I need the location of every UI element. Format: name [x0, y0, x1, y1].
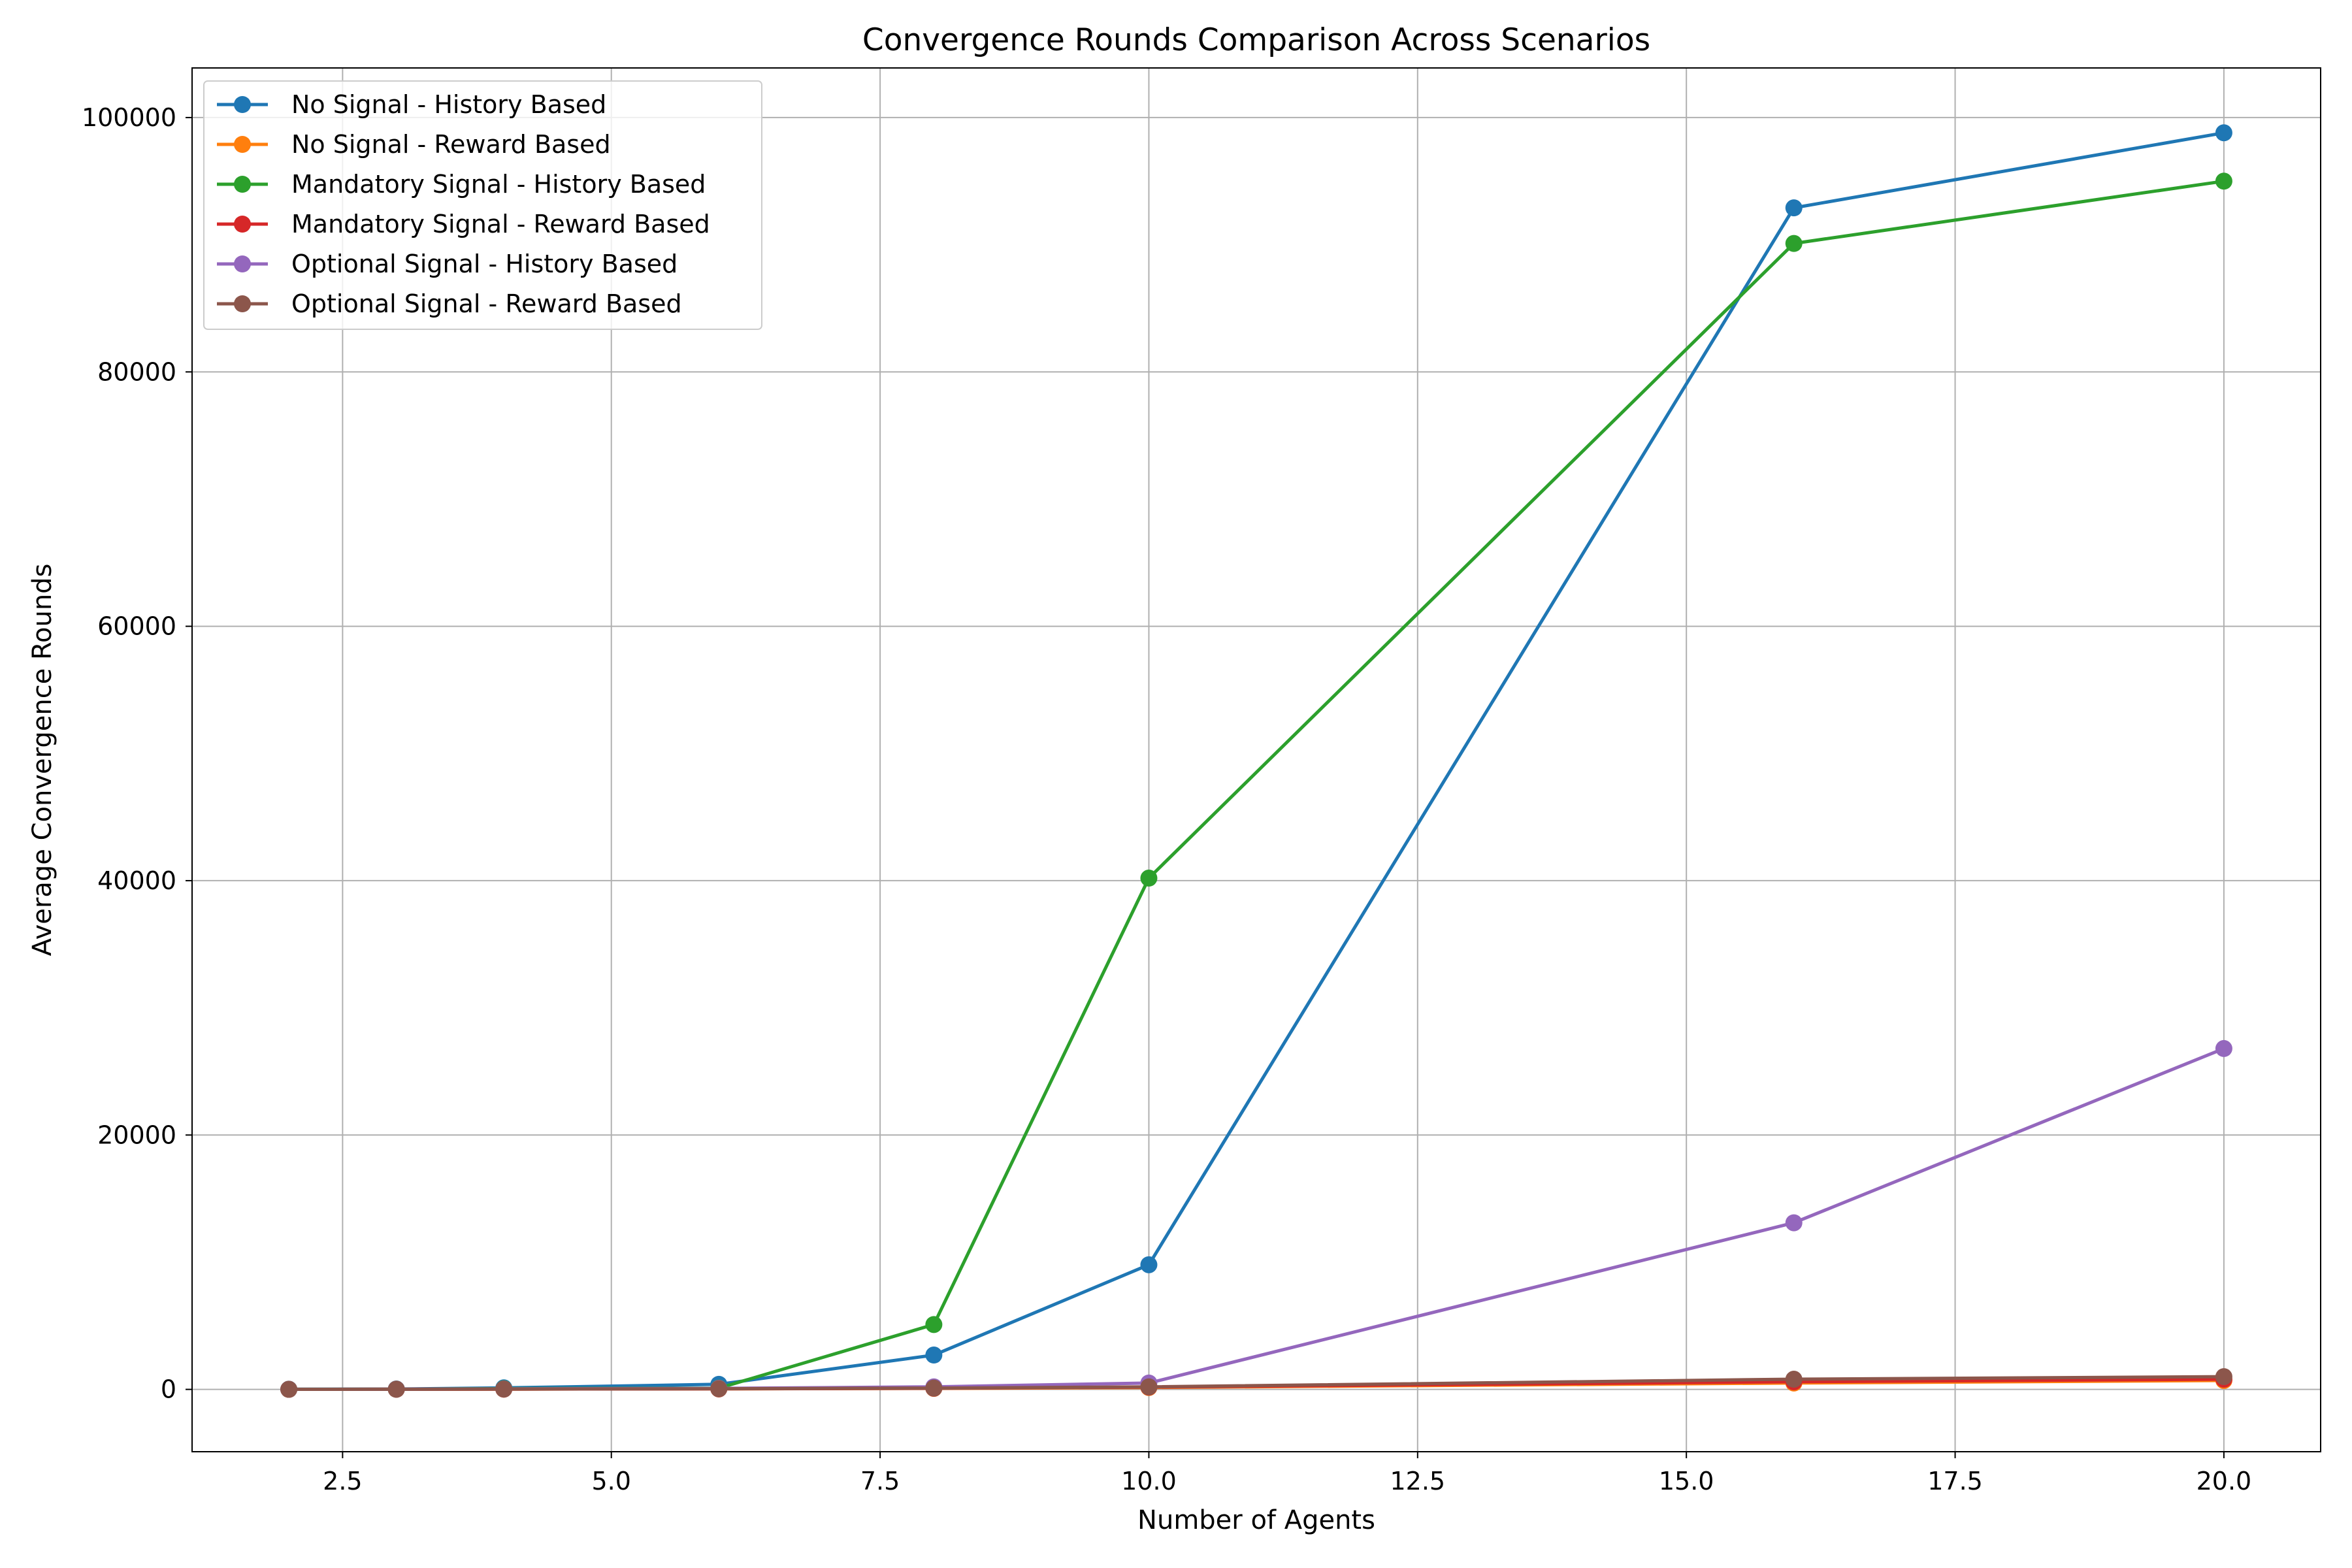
legend-marker: [234, 136, 251, 153]
data-point: [1140, 1378, 1158, 1396]
legend-item: No Signal - History Based: [217, 90, 606, 119]
data-point: [2215, 172, 2232, 190]
legend-item: No Signal - Reward Based: [217, 130, 611, 159]
data-point: [1785, 1214, 1803, 1232]
legend-box: [203, 80, 762, 330]
legend-label: Optional Signal - History Based: [291, 250, 678, 278]
x-tick-label: 2.5: [323, 1467, 362, 1495]
x-tick-label: 20.0: [2197, 1467, 2252, 1495]
x-tick-label: 5.0: [592, 1467, 631, 1495]
y-tick-label: 40000: [97, 866, 176, 895]
x-tick-label: 10.0: [1121, 1467, 1177, 1495]
legend-label: Mandatory Signal - Reward Based: [291, 210, 710, 238]
data-point: [1785, 1371, 1803, 1388]
legend: No Signal - History Based No Signal - Rew…: [203, 80, 762, 330]
data-point: [280, 1380, 298, 1398]
y-tick-label: 20000: [97, 1120, 176, 1149]
data-point: [1785, 235, 1803, 252]
x-tick-label: 17.5: [1927, 1467, 1983, 1495]
axis-ticks: 2.5 5.0 7.5 10.0 12.5 15.0 17.5 20.0 0 20000 40000…: [82, 103, 2251, 1495]
data-point: [925, 1379, 943, 1397]
x-tick-label: 12.5: [1390, 1467, 1446, 1495]
series-6: [280, 1368, 2232, 1398]
y-tick-label: 100000: [82, 103, 176, 132]
legend-label: No Signal - Reward Based: [291, 130, 611, 159]
data-point: [1140, 870, 1158, 887]
data-point: [925, 1316, 943, 1333]
x-tick-label: 7.5: [860, 1467, 900, 1495]
data-point: [1140, 1256, 1158, 1273]
legend-marker: [234, 255, 251, 272]
legend-item: Mandatory Signal - Reward Based: [217, 210, 710, 238]
data-point: [495, 1380, 513, 1398]
y-tick-label: 80000: [97, 357, 176, 386]
y-axis-label: Average Convergence Rounds: [27, 564, 57, 956]
legend-item: Optional Signal - Reward Based: [217, 289, 682, 318]
y-tick-label: 0: [161, 1375, 176, 1404]
data-point: [1785, 199, 1803, 217]
plot-series: [280, 124, 2232, 1398]
chart-title: Convergence Rounds Comparison Across Sce…: [862, 22, 1650, 58]
data-point: [387, 1380, 405, 1398]
legend-item: Optional Signal - History Based: [217, 250, 678, 278]
data-point: [2215, 1039, 2232, 1057]
x-tick-label: 15.0: [1659, 1467, 1714, 1495]
y-tick-label: 60000: [97, 612, 176, 641]
data-point: [925, 1347, 943, 1364]
legend-marker: [234, 96, 251, 113]
data-point: [2215, 124, 2232, 142]
legend-marker: [234, 216, 251, 233]
legend-marker: [234, 295, 251, 312]
data-point: [2215, 1368, 2232, 1386]
data-point: [710, 1380, 728, 1397]
x-axis-label: Number of Agents: [1137, 1505, 1375, 1535]
legend-marker: [234, 176, 251, 193]
series-line: [289, 1375, 2224, 1391]
legend-label: No Signal - History Based: [291, 90, 606, 119]
legend-item: Mandatory Signal - History Based: [217, 170, 706, 199]
plot-frame: [191, 67, 2321, 1452]
legend-label: Optional Signal - Reward Based: [291, 289, 682, 318]
legend-label: Mandatory Signal - History Based: [291, 170, 706, 199]
